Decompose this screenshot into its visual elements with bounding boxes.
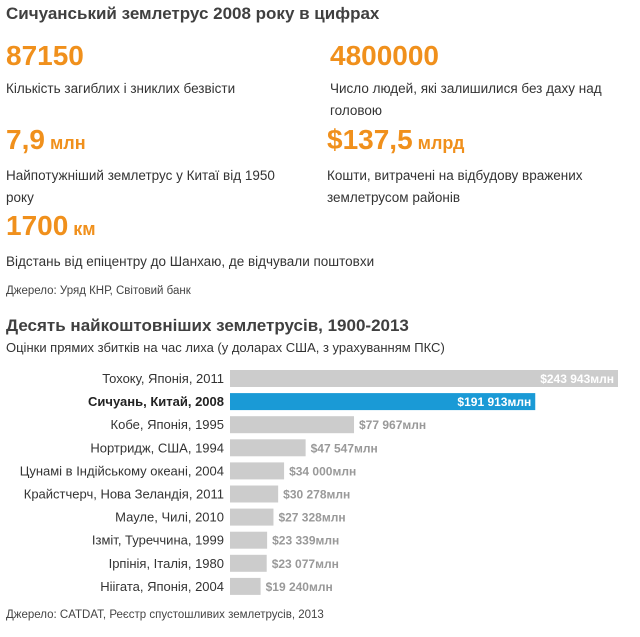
bar	[230, 554, 267, 572]
stat-unit: млн	[49, 133, 86, 153]
bar	[230, 416, 355, 434]
category-label: Нортридж, США, 1994	[90, 440, 224, 455]
stat-description: Кількість загиблих і зниклих безвісти	[6, 81, 236, 96]
bar	[230, 462, 285, 480]
stat-value: $137,5 млрд	[327, 124, 632, 159]
chart-source: Джерело: CATDAT, Реєстр спустошливих зем…	[6, 609, 324, 621]
bar	[230, 485, 279, 503]
stat-value: 4800000	[330, 40, 635, 72]
category-label: Ніігата, Японія, 2004	[100, 579, 224, 594]
value-label: $23 339млн	[272, 534, 339, 548]
stat-number: 87150	[6, 40, 84, 71]
value-label: $23 077млн	[272, 557, 339, 571]
category-label: Кобе, Японія, 1995	[111, 417, 224, 432]
category-label: Ізміт, Туреччина, 1999	[92, 533, 224, 548]
value-label: $30 278млн	[283, 488, 350, 502]
value-label: $77 967млн	[359, 418, 426, 432]
value-label: $27 328млн	[278, 511, 345, 525]
bar	[230, 508, 274, 526]
page-title: Сичуанський землетрус 2008 року в цифрах	[6, 4, 380, 23]
stat-description: Відстань від епіцентру до Шанхаю, де від…	[6, 254, 375, 269]
chart-subtitle: Оцінки прямих збитків на час лиха (у дол…	[6, 340, 445, 355]
category-label: Крайстчерч, Нова Зеландія, 2011	[24, 487, 224, 502]
stat-number: 4800000	[330, 40, 440, 71]
stat-description: Число людей, які залишилися без даху над…	[330, 81, 602, 118]
value-label: $19 240млн	[266, 580, 333, 594]
stat-reconstruction: $137,5 млрд Кошти, витрачені на відбудову…	[327, 124, 632, 209]
stat-unit: млрд	[417, 133, 465, 153]
stat-value: 7,9 млн	[6, 124, 281, 159]
value-label: $243 943млн	[540, 372, 614, 386]
category-label: Цунамі в Індійському океані, 2004	[20, 463, 224, 478]
bar	[230, 393, 536, 411]
category-label: Ірпінія, Італія, 1980	[109, 556, 224, 571]
stat-magnitude: 7,9 млн Найпотужніший землетрус у Китаї в…	[6, 124, 281, 209]
value-label: $34 000млн	[289, 464, 356, 478]
stat-number: 1700	[6, 210, 69, 241]
bar	[230, 439, 306, 457]
stat-description: Кошти, витрачені на відбудову вражених з…	[327, 168, 583, 205]
value-label: $191 913млн	[457, 395, 531, 409]
category-label: Сичуань, Китай, 2008	[88, 394, 224, 409]
stat-value: 87150	[6, 40, 235, 72]
stat-number: 7,9	[6, 124, 45, 155]
stat-distance: 1700 км Відстань від епіцентру до Шанхаю,…	[6, 210, 374, 273]
stat-casualties: 87150 Кількість загиблих і зниклих безві…	[6, 40, 235, 100]
stat-unit: км	[73, 219, 96, 239]
stat-homeless: 4800000 Число людей, які залишилися без …	[330, 40, 635, 122]
stat-value: 1700 км	[6, 210, 374, 245]
bar-chart: Тохоку, Японія, 2011 $243 943млн Сичуань, …	[20, 370, 618, 595]
stat-description: Найпотужніший землетрус у Китаї від 1950…	[6, 168, 275, 205]
category-label: Тохоку, Японія, 2011	[102, 371, 224, 386]
value-label: $47 547млн	[311, 441, 378, 455]
chart-title: Десять найкоштовніших землетрусів, 1900-…	[6, 316, 409, 335]
category-label: Мауле, Чилі, 2010	[115, 510, 224, 525]
stats-source: Джерело: Уряд КНР, Світовий банк	[6, 285, 191, 297]
bar	[230, 370, 618, 387]
stat-number: $137,5	[327, 124, 413, 155]
bar	[230, 577, 261, 595]
bar	[230, 531, 268, 549]
